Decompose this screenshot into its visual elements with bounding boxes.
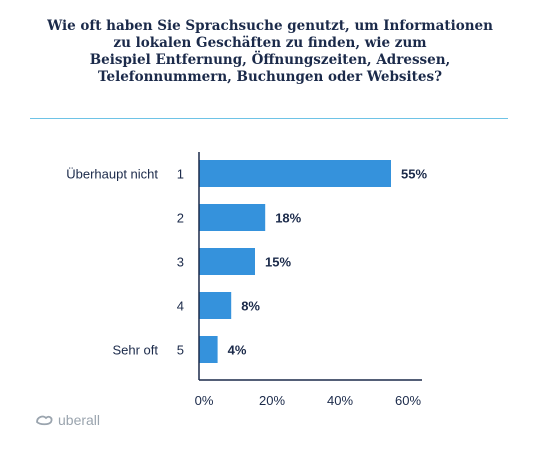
data-label: 55% xyxy=(401,167,427,182)
category-tick-label: 4 xyxy=(177,299,184,314)
brand-logo: uberall xyxy=(34,412,100,428)
title-line: Beispiel Entfernung, Öffnungszeiten, Adr… xyxy=(89,52,451,68)
category-tick-label: 1 xyxy=(177,167,184,182)
bar xyxy=(199,204,266,231)
x-tick-label: 20% xyxy=(259,393,285,408)
data-label: 8% xyxy=(241,299,260,314)
x-tick-label: 40% xyxy=(327,393,353,408)
title-line: Wie oft haben Sie Sprachsuche genutzt, u… xyxy=(47,18,493,34)
data-label: 15% xyxy=(265,255,291,270)
title-line: zu lokalen Geschäften zu finden, wie zum xyxy=(113,35,427,51)
data-label: 18% xyxy=(275,211,301,226)
bar xyxy=(199,160,391,187)
category-descriptor-label: Überhaupt nicht xyxy=(66,167,158,182)
bar xyxy=(199,292,232,319)
title-line: Telefonnummern, Buchungen oder Websites? xyxy=(98,69,442,85)
category-tick-label: 2 xyxy=(177,211,184,226)
data-label: 4% xyxy=(228,343,247,358)
uberall-logo-icon xyxy=(36,415,53,426)
bar xyxy=(199,248,255,275)
category-tick-label: 5 xyxy=(177,343,184,358)
brand-name: uberall xyxy=(58,412,101,428)
chart-title: Wie oft haben Sie Sprachsuche genutzt, u… xyxy=(30,18,510,86)
category-tick-label: 3 xyxy=(177,255,184,270)
category-descriptor-label: Sehr oft xyxy=(112,343,158,358)
title-divider xyxy=(30,118,508,119)
x-tick-label: 0% xyxy=(195,393,214,408)
bar xyxy=(199,336,218,363)
x-tick-label: 60% xyxy=(395,393,421,408)
